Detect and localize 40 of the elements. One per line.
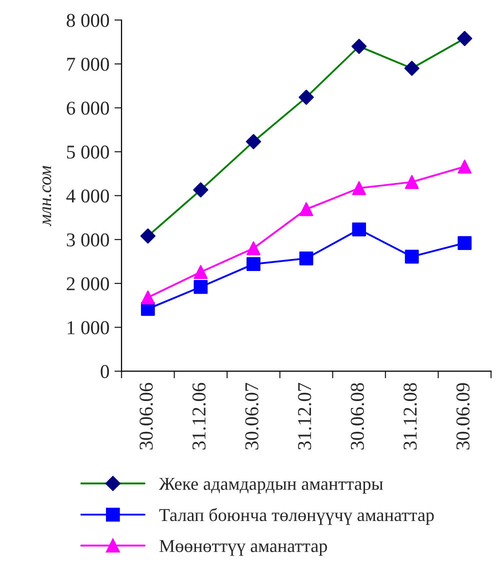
y-tick-label: 8 000 — [66, 14, 109, 27]
point — [458, 236, 472, 250]
point — [140, 228, 156, 244]
point — [458, 160, 472, 174]
point — [246, 257, 260, 272]
point — [352, 222, 366, 236]
x-tick-label: 30.06.06 — [140, 382, 153, 450]
legend-label: Мөөнөттүү аманаттар — [159, 540, 327, 556]
point — [140, 290, 155, 304]
legend-label: Жеке адамдардын аманттары — [158, 478, 383, 494]
x-tick-label: 30.06.08 — [350, 383, 364, 450]
point — [457, 30, 472, 46]
x-tick-label: 30.06.07 — [245, 382, 258, 450]
point — [404, 60, 420, 76]
point — [298, 90, 314, 105]
x-tick-label: 31.12.06 — [192, 382, 206, 450]
y-tick-label: 2 000 — [66, 277, 109, 290]
point — [193, 182, 208, 198]
legend-label: Талап боюнча төлөнүүчү аманаттар — [159, 508, 434, 525]
x-tick-label: 31.12.07 — [298, 382, 312, 450]
y-tick-label: 7 000 — [67, 58, 109, 71]
point — [246, 134, 262, 150]
y-tick-label: 1 000 — [68, 321, 109, 334]
point — [299, 251, 314, 266]
point — [194, 265, 208, 279]
y-tick-label: 0 — [100, 365, 109, 378]
x-tick-label: 30.06.09 — [456, 383, 470, 450]
x-tick-label: 31.12.08 — [404, 383, 417, 450]
point — [246, 241, 260, 256]
y-tick-label: 5 000 — [67, 146, 109, 159]
y-tick-label: 6 000 — [66, 102, 109, 115]
y-tick-label: 3 000 — [66, 233, 109, 246]
point — [404, 175, 419, 189]
point — [352, 38, 367, 54]
point — [194, 280, 208, 294]
y-tick-label: 4 000 — [66, 189, 109, 203]
point — [352, 181, 366, 196]
y-axis-title: млн.сом — [42, 166, 52, 226]
point — [299, 202, 314, 216]
point — [404, 250, 419, 264]
